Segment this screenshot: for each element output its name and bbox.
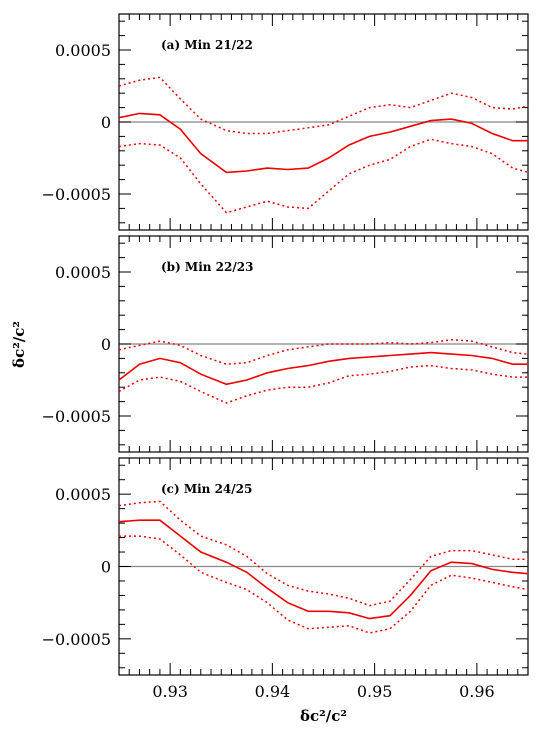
panel-0-error-bound-line — [118, 138, 529, 214]
x-tick-label: 0.96 — [459, 682, 495, 701]
panel-2-y-tick-label: 0 — [101, 558, 111, 577]
panel-1-y-tick-label: 0 — [101, 335, 111, 354]
panel-2-y-tick-label: −0.0005 — [42, 630, 111, 649]
panel-1-y-tick-label: −0.0005 — [42, 407, 111, 426]
panel-2-y-tick-label: 0.0005 — [55, 485, 111, 504]
panel-2-series-line — [118, 519, 529, 620]
panel-0-error-bound-line — [118, 76, 529, 135]
x-tick-label: 0.95 — [357, 682, 393, 701]
panel-0-y-tick-label: 0.0005 — [55, 41, 111, 60]
panel-0-label: (a) Min 21/22 — [161, 38, 253, 52]
panel-2-error-bound-line — [119, 535, 529, 634]
panel-1-error-bound-line — [118, 338, 529, 365]
x-tick-label: 0.93 — [152, 682, 188, 701]
y-axis-title: δc²/c² — [10, 321, 28, 368]
panel-2-error-bound-line — [118, 500, 528, 607]
panel-0-y-tick-label: 0 — [101, 113, 111, 132]
panel-2-label: (c) Min 24/25 — [161, 482, 252, 496]
panel-1-y-tick-label: 0.0005 — [55, 263, 111, 282]
panel-1-error-bound-line — [118, 364, 528, 404]
x-axis-title: δc²/c² — [300, 707, 347, 725]
x-tick-label: 0.94 — [255, 682, 291, 701]
panel-1-series-line — [118, 351, 528, 386]
panel-0-series-line — [118, 112, 528, 174]
panel-0-y-tick-label: −0.0005 — [42, 185, 111, 204]
panel-1-label: (b) Min 22/23 — [161, 260, 253, 274]
